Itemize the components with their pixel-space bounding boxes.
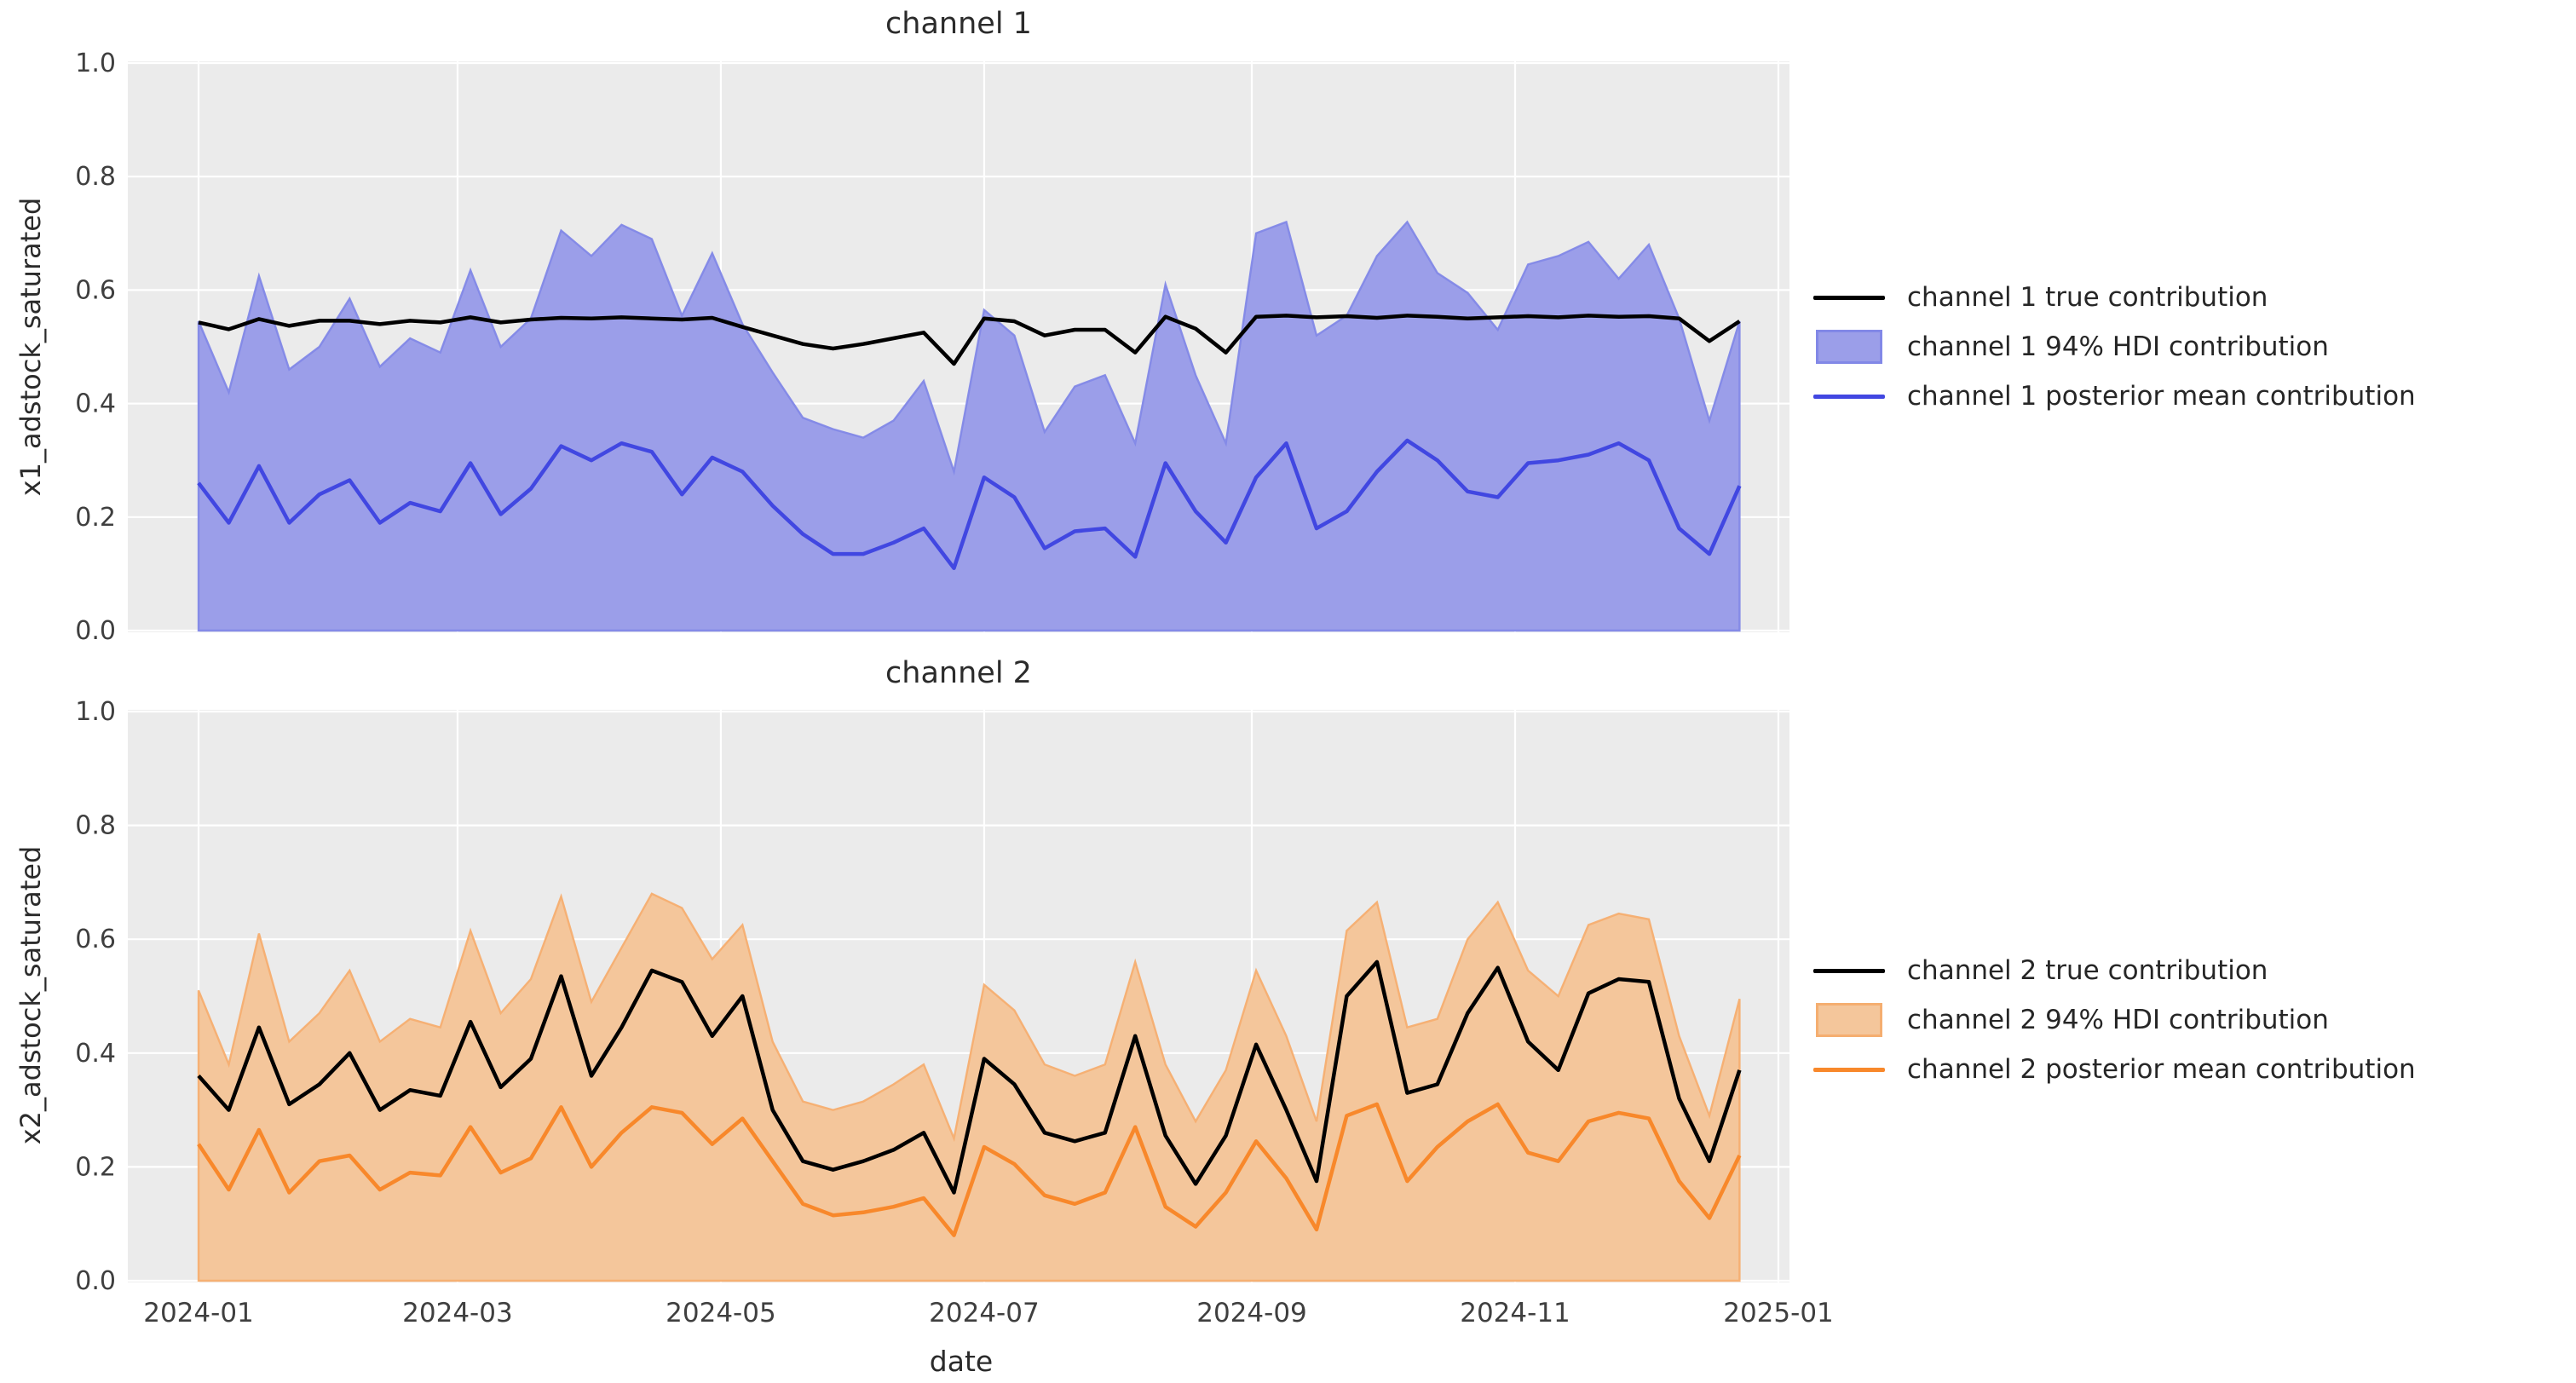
legend-label: channel 1 true contribution: [1907, 282, 2268, 313]
legend-label: channel 2 94% HDI contribution: [1907, 1005, 2329, 1035]
x-tick-label: 2024-03: [402, 1298, 513, 1328]
true-contribution-line: [197, 959, 1742, 1195]
posterior-mean-line: [197, 438, 1742, 570]
y-tick-label: 0.0: [75, 616, 116, 646]
legend-item-true: channel 1 true contribution: [1813, 273, 2416, 322]
x-tick-label: 2025-01: [1723, 1298, 1834, 1328]
blue-line-swatch-icon: [1813, 394, 1885, 399]
x-axis-label: date: [929, 1345, 994, 1378]
legend-label: channel 1 94% HDI contribution: [1907, 331, 2329, 362]
orange-line-swatch-icon: [1813, 1067, 1885, 1072]
y-tick-label: 0.8: [75, 162, 116, 192]
hdi-band-channel-2: [197, 892, 1741, 1282]
legend-item-mean: channel 1 posterior mean contribution: [1813, 372, 2416, 421]
chart-1-legend: channel 1 true contribution channel 1 94…: [1813, 273, 2416, 421]
y-tick-label: 0.0: [75, 1266, 116, 1296]
hdi-patch-swatch-icon: [1813, 1003, 1885, 1037]
legend-item-mean: channel 2 posterior mean contribution: [1813, 1045, 2416, 1094]
black-line-swatch-icon: [1813, 295, 1885, 300]
posterior-mean-line: [197, 1102, 1742, 1237]
legend-item-true: channel 2 true contribution: [1813, 946, 2416, 995]
legend-label: channel 1 posterior mean contribution: [1907, 381, 2416, 412]
y-tick-label: 1.0: [75, 697, 116, 727]
x-tick-label: 2024-09: [1196, 1298, 1307, 1328]
chart-1-title: channel 1: [885, 7, 1032, 41]
y-tick-label: 0.4: [75, 389, 116, 419]
chart-2-legend: channel 2 true contribution channel 2 94…: [1813, 946, 2416, 1094]
x-tick-label: 2024-05: [666, 1298, 776, 1328]
y-tick-label: 0.6: [75, 925, 116, 954]
y-tick-label: 0.4: [75, 1039, 116, 1069]
y-tick-label: 1.0: [75, 49, 116, 78]
x-tick-label: 2024-01: [143, 1298, 254, 1328]
hdi-patch-swatch-icon: [1813, 330, 1885, 364]
y-tick-label: 0.2: [75, 503, 116, 533]
x-tick-label: 2024-07: [929, 1298, 1040, 1328]
legend-label: channel 2 posterior mean contribution: [1907, 1054, 2416, 1085]
black-line-swatch-icon: [1813, 968, 1885, 973]
chart-2-title: channel 2: [885, 656, 1032, 690]
x-tick-label: 2024-11: [1460, 1298, 1570, 1328]
y-tick-label: 0.6: [75, 275, 116, 305]
y-tick-label: 0.2: [75, 1152, 116, 1182]
y-tick-label: 0.8: [75, 811, 116, 841]
legend-item-hdi: channel 1 94% HDI contribution: [1813, 322, 2416, 372]
legend-label: channel 2 true contribution: [1907, 955, 2268, 986]
legend-item-hdi: channel 2 94% HDI contribution: [1813, 995, 2416, 1045]
chart-2-y-axis-label: x2_adstock_saturated: [14, 845, 47, 1145]
hdi-band-channel-1: [197, 220, 1741, 632]
true-contribution-line: [198, 314, 1741, 366]
chart-1-y-axis-label: x1_adstock_saturated: [14, 197, 47, 497]
